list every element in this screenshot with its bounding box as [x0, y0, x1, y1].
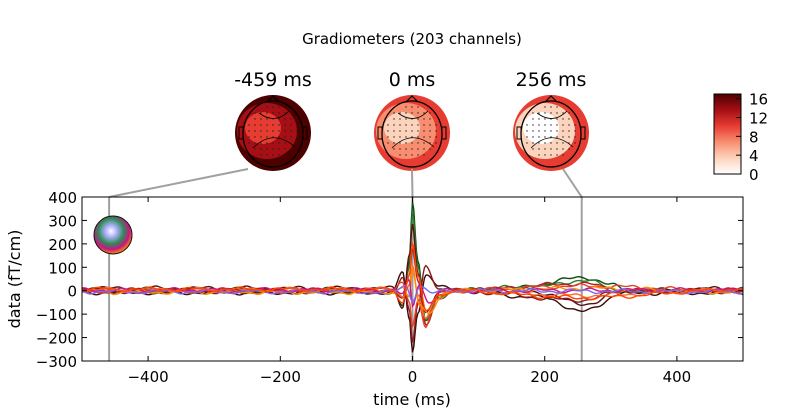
x-tick-label: 200 — [530, 368, 559, 386]
topomap — [513, 95, 589, 171]
y-tick-label: −200 — [36, 330, 77, 348]
channel-trace — [82, 284, 743, 303]
topomap-group — [235, 95, 589, 171]
topomap-label-3: 256 ms — [516, 69, 587, 91]
y-tick-label: 400 — [48, 189, 77, 207]
colorbar-tick-label: 0 — [749, 166, 759, 184]
topomap — [374, 95, 450, 171]
colorbar-tick-label: 12 — [749, 110, 768, 128]
topomap — [235, 95, 311, 171]
y-tick-label: −300 — [36, 353, 77, 371]
y-tick-label: 200 — [48, 236, 77, 254]
topomap-connector — [411, 168, 414, 198]
sensor-layout-inset — [93, 215, 133, 255]
x-tick-label: 0 — [408, 368, 418, 386]
x-tick-label: 400 — [663, 368, 692, 386]
y-tick-label: 300 — [48, 212, 77, 230]
colorbar-tick-label: 8 — [749, 128, 759, 146]
x-axis: −400 −200 0 200 400 — [127, 197, 691, 386]
y-tick-label: 100 — [48, 259, 77, 277]
figure-title: Gradiometers (203 channels) — [302, 30, 522, 48]
colorbar-fill — [713, 93, 742, 175]
y-tick-label: −100 — [36, 306, 77, 324]
channel-traces — [82, 201, 743, 353]
topomap-label-1: -459 ms — [234, 69, 312, 91]
topomap-connector — [562, 168, 583, 198]
x-tick-label: −200 — [260, 368, 301, 386]
channel-trace — [82, 281, 743, 329]
colorbar-tick-label: 16 — [749, 91, 768, 109]
y-tick-label: 0 — [67, 283, 77, 301]
topomap-connector — [108, 168, 249, 198]
channel-trace — [82, 264, 743, 320]
channel-trace — [82, 242, 743, 312]
colorbar-tick-label: 4 — [749, 147, 759, 165]
x-tick-label: −400 — [127, 368, 168, 386]
y-axis-label: data (fT/cm) — [5, 230, 24, 329]
topomap-label-2: 0 ms — [389, 69, 436, 91]
channel-trace — [82, 278, 743, 308]
y-axis: 400 300 200 100 0 −100 −200 −300 — [36, 189, 743, 371]
topomap-connectors — [108, 168, 583, 198]
time-markers — [108, 197, 583, 361]
x-axis-label: time (ms) — [373, 390, 451, 409]
